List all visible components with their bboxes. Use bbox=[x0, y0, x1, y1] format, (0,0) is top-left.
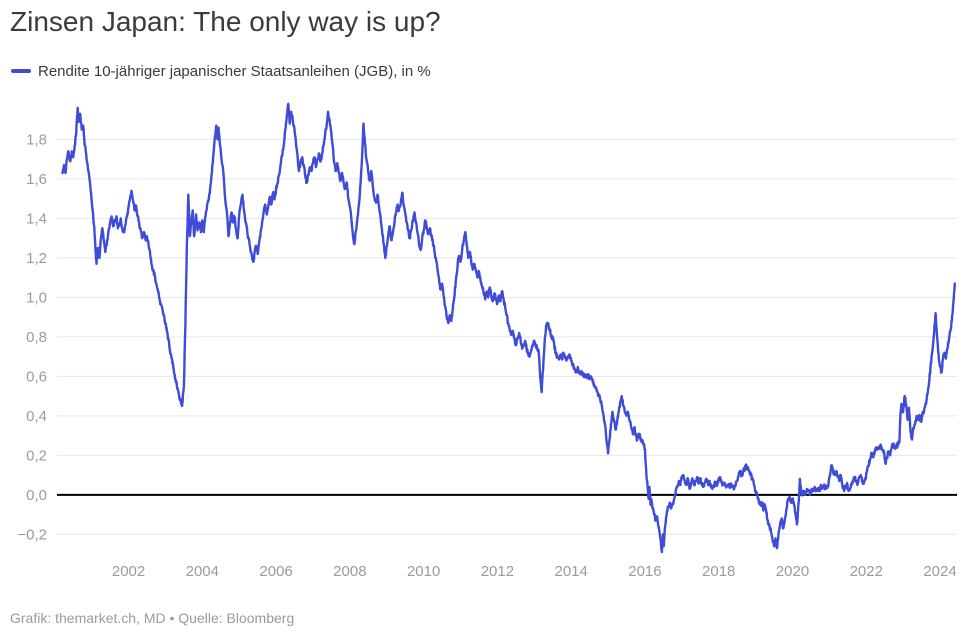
y-tick-label: 1,0 bbox=[26, 289, 47, 306]
y-tick-label: 1,4 bbox=[26, 210, 47, 227]
y-tick-label: 1,2 bbox=[26, 250, 47, 267]
x-tick-label: 2024 bbox=[923, 563, 956, 580]
x-tick-label: 2004 bbox=[186, 563, 219, 580]
x-tick-label: 2022 bbox=[850, 563, 883, 580]
legend-label: Rendite 10-jähriger japanischer Staatsan… bbox=[38, 62, 431, 80]
y-tick-label: −0,2 bbox=[17, 526, 47, 543]
source-note: Grafik: themarket.ch, MD • Quelle: Bloom… bbox=[10, 610, 295, 626]
x-tick-label: 2012 bbox=[481, 563, 514, 580]
y-tick-label: 0,4 bbox=[26, 408, 47, 425]
x-tick-label: 2008 bbox=[333, 563, 366, 580]
y-tick-label: 0,8 bbox=[26, 329, 47, 346]
y-tick-label: 0,6 bbox=[26, 368, 47, 385]
x-tick-label: 2018 bbox=[702, 563, 735, 580]
x-tick-label: 2016 bbox=[628, 563, 661, 580]
x-tick-label: 2002 bbox=[112, 563, 145, 580]
y-tick-label: 1,6 bbox=[26, 171, 47, 188]
x-tick-label: 2020 bbox=[776, 563, 809, 580]
series-line bbox=[61, 102, 956, 554]
y-tick-label: 0,0 bbox=[26, 487, 47, 504]
x-tick-label: 2014 bbox=[554, 563, 587, 580]
y-tick-label: 0,2 bbox=[26, 447, 47, 464]
legend-line-swatch bbox=[11, 69, 31, 73]
x-tick-label: 2006 bbox=[259, 563, 292, 580]
legend: Rendite 10-jähriger japanischer Staatsan… bbox=[11, 62, 431, 80]
page-title: Zinsen Japan: The only way is up? bbox=[10, 6, 441, 37]
y-tick-label: 1,8 bbox=[26, 131, 47, 148]
x-tick-label: 2010 bbox=[407, 563, 440, 580]
